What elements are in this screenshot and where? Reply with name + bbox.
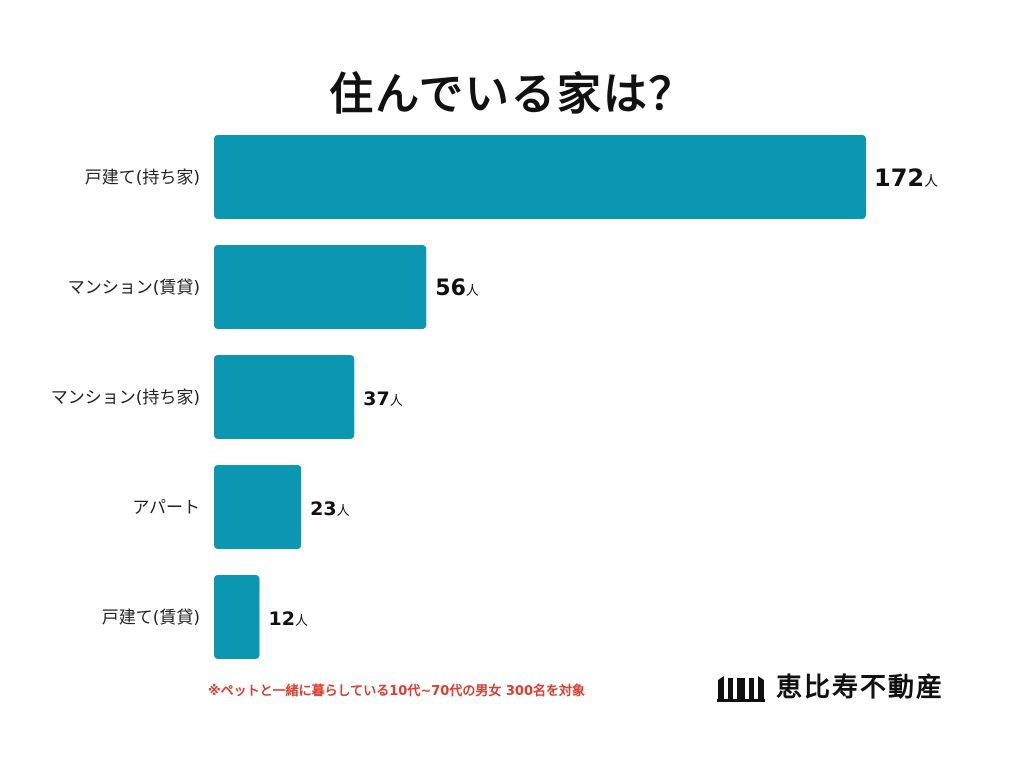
value-label: 37人	[363, 388, 402, 410]
value-label: 172人	[874, 164, 938, 192]
chart-title: 住んでいる家は？	[329, 69, 695, 120]
building-logo-icon	[717, 676, 765, 702]
company-logo: 恵比寿不動産	[716, 672, 944, 704]
bar	[214, 135, 866, 219]
bar	[214, 245, 427, 329]
logo-text: 恵比寿不動産	[776, 673, 945, 703]
value-label: 12人	[268, 608, 307, 630]
category-label: 戸建て(賃貸)	[102, 608, 200, 628]
category-label: マンション(持ち家)	[51, 388, 200, 408]
bar	[214, 465, 302, 549]
value-label: 23人	[310, 498, 349, 520]
category-label: アパート	[132, 498, 200, 518]
footnote: ※ペットと一緒に暮らしている10代~70代の男女 300名を対象	[208, 684, 585, 699]
bar	[214, 355, 355, 439]
category-label: 戸建て(持ち家)	[85, 168, 200, 188]
category-label: マンション(賃貸)	[68, 278, 200, 298]
value-label: 56人	[435, 276, 479, 301]
bar	[214, 575, 260, 659]
